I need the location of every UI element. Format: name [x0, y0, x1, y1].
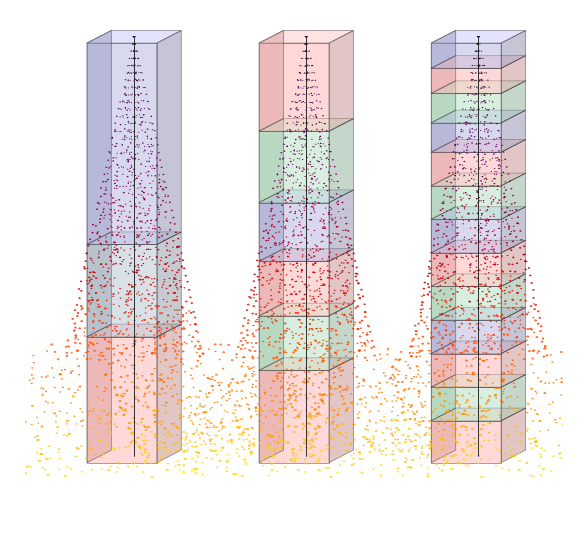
- Polygon shape: [431, 152, 501, 186]
- Polygon shape: [431, 68, 501, 94]
- Polygon shape: [501, 240, 526, 286]
- Polygon shape: [501, 81, 526, 123]
- Polygon shape: [431, 408, 526, 421]
- Polygon shape: [87, 324, 111, 463]
- Polygon shape: [431, 173, 456, 220]
- Polygon shape: [431, 374, 526, 387]
- Polygon shape: [259, 358, 353, 370]
- Polygon shape: [431, 286, 501, 320]
- Polygon shape: [157, 324, 181, 463]
- Polygon shape: [431, 139, 526, 152]
- Polygon shape: [501, 341, 526, 387]
- Polygon shape: [431, 139, 456, 186]
- Polygon shape: [329, 31, 353, 131]
- Polygon shape: [501, 139, 526, 186]
- Polygon shape: [259, 249, 353, 261]
- Polygon shape: [329, 303, 353, 370]
- Polygon shape: [431, 94, 501, 123]
- Polygon shape: [87, 337, 157, 463]
- Polygon shape: [431, 374, 456, 421]
- Polygon shape: [259, 249, 283, 316]
- Polygon shape: [87, 244, 157, 337]
- Polygon shape: [431, 274, 526, 286]
- Polygon shape: [431, 110, 526, 123]
- Polygon shape: [431, 123, 501, 152]
- Polygon shape: [431, 55, 456, 94]
- Polygon shape: [329, 190, 353, 261]
- Polygon shape: [431, 31, 526, 43]
- Polygon shape: [431, 207, 456, 253]
- Polygon shape: [259, 261, 329, 316]
- Polygon shape: [431, 240, 526, 253]
- Polygon shape: [501, 307, 526, 353]
- Polygon shape: [431, 421, 501, 463]
- Polygon shape: [431, 341, 456, 387]
- Polygon shape: [501, 274, 526, 320]
- Polygon shape: [431, 31, 456, 68]
- Polygon shape: [259, 190, 283, 261]
- Polygon shape: [431, 307, 456, 353]
- Polygon shape: [431, 387, 501, 421]
- Polygon shape: [259, 190, 353, 202]
- Polygon shape: [501, 207, 526, 253]
- Polygon shape: [431, 55, 526, 68]
- Polygon shape: [157, 31, 181, 244]
- Polygon shape: [259, 43, 329, 131]
- Polygon shape: [87, 232, 181, 244]
- Polygon shape: [431, 110, 456, 152]
- Polygon shape: [87, 31, 181, 43]
- Polygon shape: [259, 31, 353, 43]
- Polygon shape: [431, 220, 501, 253]
- Polygon shape: [431, 353, 501, 387]
- Polygon shape: [87, 43, 157, 244]
- Polygon shape: [329, 118, 353, 202]
- Polygon shape: [431, 341, 526, 353]
- Polygon shape: [431, 253, 501, 286]
- Polygon shape: [87, 31, 111, 244]
- Polygon shape: [259, 303, 353, 316]
- Polygon shape: [259, 31, 283, 131]
- Polygon shape: [431, 408, 456, 463]
- Polygon shape: [501, 408, 526, 463]
- Polygon shape: [431, 81, 526, 94]
- Polygon shape: [431, 274, 456, 320]
- Polygon shape: [431, 320, 501, 353]
- Polygon shape: [259, 118, 353, 131]
- Polygon shape: [259, 202, 329, 261]
- Polygon shape: [431, 81, 456, 123]
- Polygon shape: [259, 303, 283, 370]
- Polygon shape: [501, 173, 526, 220]
- Polygon shape: [431, 207, 526, 220]
- Polygon shape: [259, 131, 329, 202]
- Polygon shape: [431, 173, 526, 186]
- Polygon shape: [329, 358, 353, 463]
- Polygon shape: [87, 232, 111, 337]
- Polygon shape: [431, 240, 456, 286]
- Polygon shape: [259, 370, 329, 463]
- Polygon shape: [501, 110, 526, 152]
- Polygon shape: [431, 43, 501, 68]
- Polygon shape: [329, 249, 353, 316]
- Polygon shape: [431, 307, 526, 320]
- Polygon shape: [87, 324, 181, 337]
- Polygon shape: [501, 31, 526, 68]
- Polygon shape: [259, 358, 283, 463]
- Polygon shape: [501, 374, 526, 421]
- Polygon shape: [259, 316, 329, 370]
- Polygon shape: [157, 232, 181, 337]
- Polygon shape: [431, 186, 501, 220]
- Polygon shape: [501, 55, 526, 94]
- Polygon shape: [259, 118, 283, 202]
